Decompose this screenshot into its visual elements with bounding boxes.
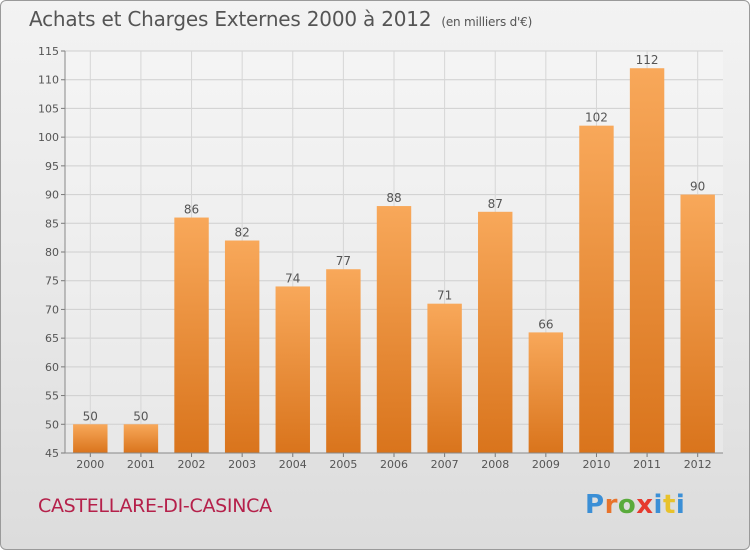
x-tick-label: 2011 [633,458,661,471]
x-tick-label: 2009 [532,458,560,471]
data-label: 66 [538,317,553,331]
y-tick-label: 80 [45,246,59,259]
x-tick-label: 2007 [431,458,459,471]
logo-letter: r [604,490,618,520]
bar [478,211,513,453]
y-tick-label: 110 [38,74,59,87]
data-label: 112 [636,53,659,67]
bar [427,303,462,453]
data-label: 74 [285,271,300,285]
bar [528,332,564,453]
data-label: 102 [585,111,608,125]
commune-name: CASTELLARE-DI-CASINCA [38,495,272,517]
y-tick-label: 60 [45,361,59,374]
y-tick-label: 105 [38,102,59,115]
y-tick-label: 85 [45,217,59,230]
proxiti-logo[interactable]: Proxiti [585,490,685,520]
data-label: 90 [690,180,705,194]
data-label: 77 [336,254,351,268]
chart-title-text: Achats et Charges Externes 2000 à 2012 [29,7,432,31]
y-tick-label: 50 [45,418,59,431]
logo-letter: x [636,490,654,520]
bar [579,125,614,454]
x-tick-label: 2008 [481,458,509,471]
x-tick-label: 2010 [582,458,610,471]
x-tick-label: 2006 [380,458,408,471]
y-tick-label: 95 [45,160,59,173]
data-label: 71 [437,289,452,303]
logo-letter: i [675,490,686,520]
logo-letter: P [585,490,605,520]
logo-letter: o [617,490,637,520]
x-tick-label: 2002 [178,458,206,471]
bars: 50 50 86 82 74 77 88 71 87 66 102 112 90 [73,53,715,454]
axes: 45 50 55 60 65 70 75 80 85 90 95 100 105 110 115 2000 20… [38,45,723,471]
data-label: 50 [133,409,148,423]
y-tick-label: 100 [38,131,59,144]
x-tick-label: 2004 [279,458,307,471]
chart-subtitle: (en milliers d'€) [441,15,533,29]
data-label: 87 [488,197,503,211]
chart-title: Achats et Charges Externes 2000 à 2012 (e… [29,7,532,31]
x-tick-label: 2001 [127,458,155,471]
x-tick-label: 2003 [228,458,256,471]
bar [680,194,715,454]
bar [376,206,412,453]
y-tick-label: 70 [45,303,59,316]
y-tick-label: 45 [45,447,59,460]
data-label: 86 [184,203,199,217]
x-tick-label: 2000 [76,458,104,471]
logo-letter: i [653,490,663,520]
bar [224,240,260,453]
bar [73,424,108,453]
data-label: 88 [386,191,401,205]
x-tick-label: 2012 [684,458,712,471]
y-tick-label: 65 [45,332,59,345]
y-tick-label: 75 [45,275,59,288]
y-tick-label: 90 [45,189,59,202]
bar [326,269,361,453]
bar [275,286,310,453]
data-label: 82 [235,226,250,240]
x-tick-label: 2005 [329,458,357,471]
bar [629,68,665,453]
bar [123,424,159,453]
bar [174,217,209,453]
y-tick-label: 55 [45,390,59,403]
logo-letter: t [662,490,676,520]
y-tick-label: 115 [38,45,59,58]
data-label: 50 [83,409,98,423]
